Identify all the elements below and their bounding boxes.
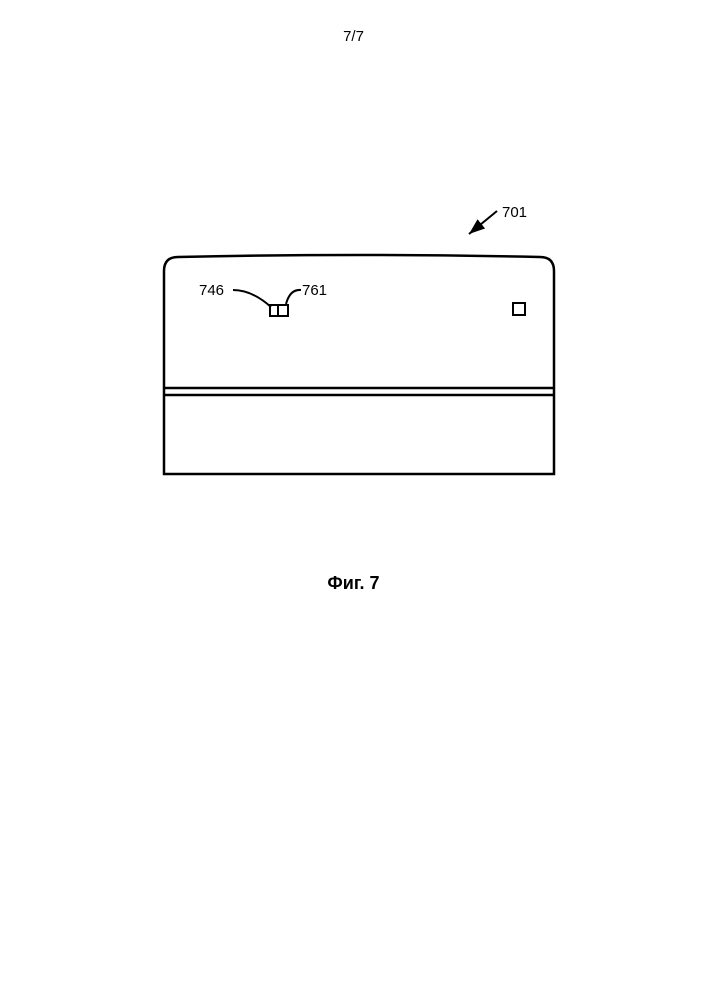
label-761: 761 [302,282,327,299]
label-746: 746 [199,282,224,299]
rect-right [513,303,525,315]
figure-caption: Фиг. 7 [0,573,707,594]
figure-svg [0,0,707,1000]
label-701-arrow [469,211,497,234]
label-746-leader [233,290,271,307]
label-761-leader [286,290,301,304]
label-701: 701 [502,204,527,221]
page: 7/7 701746761 Фиг. 7 [0,0,707,1000]
